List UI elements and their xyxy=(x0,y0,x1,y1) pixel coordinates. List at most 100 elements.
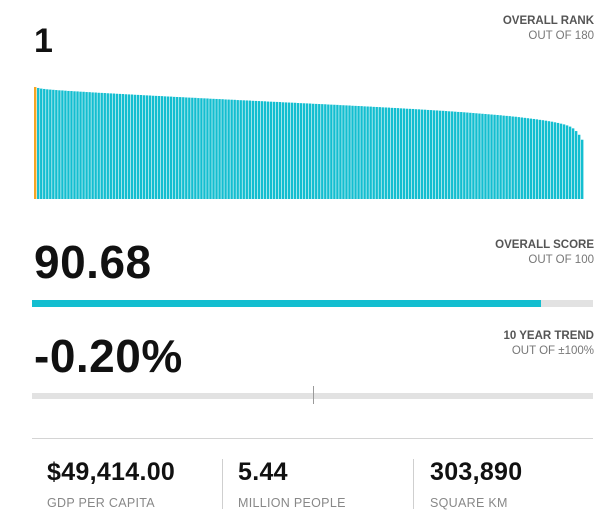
stats-divider xyxy=(32,438,593,439)
overall-rank-value: 1 xyxy=(34,22,54,60)
ten-year-trend-value: -0.20% xyxy=(34,330,183,382)
rank-bar xyxy=(336,104,339,199)
rank-bar xyxy=(417,109,421,199)
rank-bar xyxy=(333,104,336,199)
rank-bar xyxy=(354,105,357,199)
overall-score-caption: OVERALL SCORE OUT OF 100 xyxy=(495,238,594,268)
stat-label: GDP PER CAPITA xyxy=(47,496,155,510)
rank-bar xyxy=(472,113,475,199)
rank-bar xyxy=(94,92,97,199)
rank-bar xyxy=(360,106,363,199)
rank-bar xyxy=(342,105,345,199)
rank-bar xyxy=(384,107,387,199)
rank-bar xyxy=(227,99,230,199)
rank-bar xyxy=(490,114,493,199)
rank-bar xyxy=(499,115,502,199)
rank-bar xyxy=(257,101,261,199)
rank-bar xyxy=(58,90,61,199)
rank-bar xyxy=(185,97,188,199)
rank-bar xyxy=(535,119,539,199)
rank-bar xyxy=(290,102,294,199)
rank-bar xyxy=(163,96,167,199)
overall-score-value: 90.68 xyxy=(34,236,152,288)
rank-bar xyxy=(381,107,384,199)
rank-bar xyxy=(97,92,100,199)
rank-bar xyxy=(130,94,134,199)
rank-bar xyxy=(577,134,581,199)
stat-value: 303,890 xyxy=(430,458,523,486)
rank-bar xyxy=(142,95,146,199)
rank-bar xyxy=(312,103,315,199)
rank-bar xyxy=(423,109,427,199)
stat-label: SQUARE KM xyxy=(430,496,508,510)
rank-bar xyxy=(91,92,94,199)
rank-bar xyxy=(182,97,185,199)
stat-value: $49,414.00 xyxy=(47,458,176,486)
rank-bar xyxy=(426,109,430,199)
rank-bar xyxy=(324,104,327,199)
rank-bar xyxy=(526,118,529,199)
rank-distribution-chart xyxy=(34,87,584,199)
stat-label: MILLION PEOPLE xyxy=(238,496,346,510)
rank-bar xyxy=(272,101,276,199)
rank-bar xyxy=(88,92,91,199)
rank-bar xyxy=(375,106,378,199)
rank-bar xyxy=(441,110,445,199)
rank-bar xyxy=(511,116,514,199)
rank-bar xyxy=(148,95,152,199)
rank-bar xyxy=(212,98,215,199)
rank-bar xyxy=(160,96,164,199)
rank-bar xyxy=(118,93,122,199)
rank-bar xyxy=(574,131,578,199)
rank-bar xyxy=(254,100,258,199)
rank-bar xyxy=(514,116,517,199)
rank-bar xyxy=(176,96,179,199)
rank-bar xyxy=(73,91,76,199)
rank-bar xyxy=(233,99,236,199)
rank-bar xyxy=(173,96,176,199)
rank-bar xyxy=(559,123,563,199)
rank-bar xyxy=(523,117,526,199)
rank-bar xyxy=(154,95,158,199)
rank-bar xyxy=(318,104,321,199)
rank-bar xyxy=(396,108,400,199)
rank-bar xyxy=(508,116,511,199)
rank-bar xyxy=(327,104,330,199)
rank-bar xyxy=(109,93,112,199)
rank-bar xyxy=(405,108,409,199)
rank-bar xyxy=(448,111,451,199)
rank-bar xyxy=(505,115,508,199)
stat-population: 5.44 MILLION PEOPLE xyxy=(238,458,346,510)
rank-bar xyxy=(188,97,191,199)
rank-bar xyxy=(197,98,200,199)
rank-bar xyxy=(248,100,251,199)
rank-bar xyxy=(166,96,170,199)
rank-bar xyxy=(487,114,490,199)
rank-bar xyxy=(299,103,303,199)
rank-bar xyxy=(556,122,560,199)
rank-bar xyxy=(302,103,306,199)
rank-bar xyxy=(571,128,575,199)
rank-bar xyxy=(532,118,536,199)
rank-bar xyxy=(46,89,49,199)
rank-bar xyxy=(76,91,79,199)
rank-bar xyxy=(339,105,342,199)
rank-bar xyxy=(121,94,125,199)
overall-score-label: OVERALL SCORE xyxy=(495,239,594,251)
rank-bar xyxy=(393,107,397,199)
rank-bar xyxy=(221,99,224,199)
rank-bar xyxy=(124,94,128,199)
overall-rank-sublabel: OUT OF 180 xyxy=(528,30,594,42)
ten-year-trend-bar xyxy=(32,393,593,399)
rank-bar xyxy=(278,102,282,199)
overall-rank-caption: OVERALL RANK OUT OF 180 xyxy=(503,14,594,44)
rank-bar xyxy=(444,111,448,199)
stat-value: 5.44 xyxy=(238,458,288,486)
rank-bar xyxy=(251,100,254,199)
rank-bar xyxy=(429,110,433,199)
rank-bar xyxy=(179,97,182,199)
rank-bar xyxy=(242,100,245,199)
stat-area: 303,890 SQUARE KM xyxy=(430,458,522,510)
rank-bar xyxy=(357,106,360,199)
rank-bar xyxy=(61,90,64,199)
